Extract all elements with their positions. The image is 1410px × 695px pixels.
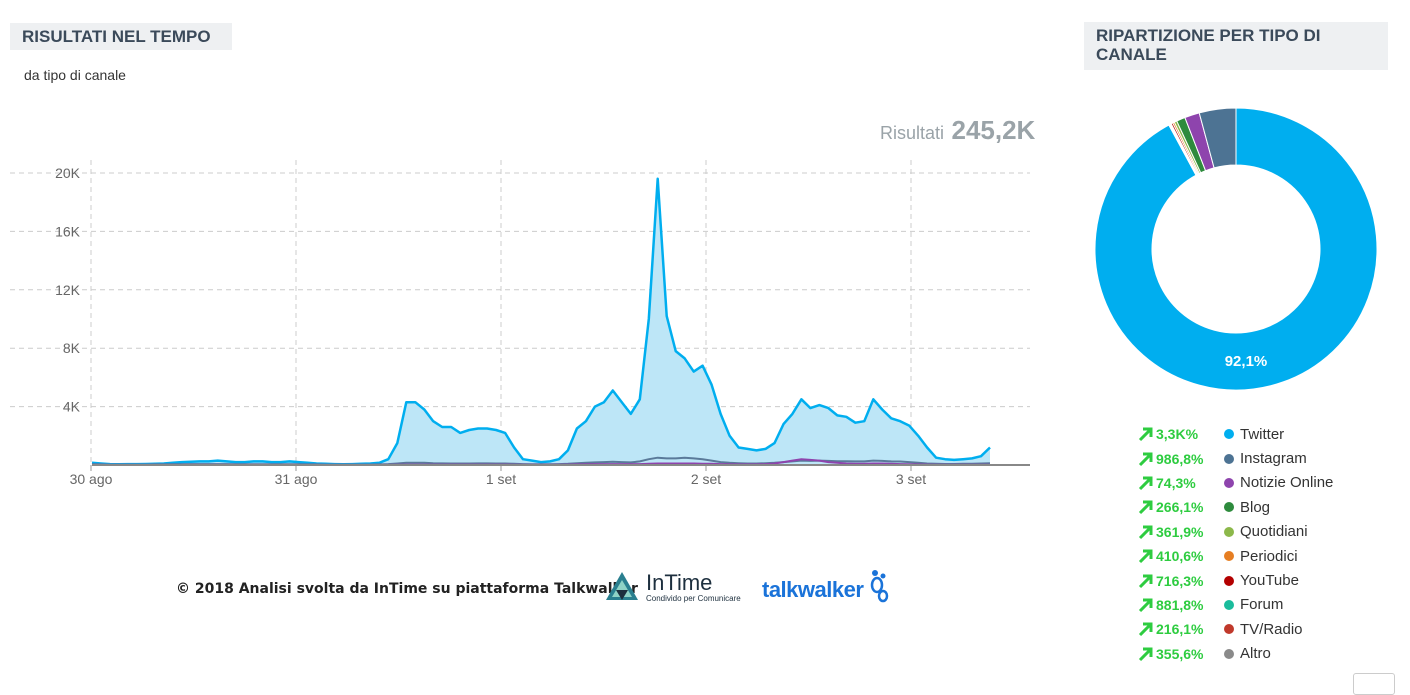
legend-label: Notizie Online xyxy=(1240,474,1334,492)
legend-item[interactable]: 3,3K% Twitter xyxy=(1138,422,1333,446)
up-arrow-icon xyxy=(1138,525,1153,539)
legend-color-dot xyxy=(1224,429,1234,440)
chart-subtitle: da tipo di canale xyxy=(24,67,126,83)
legend-item[interactable]: 266,1% Blog xyxy=(1138,495,1333,519)
total-results-value: 245,2K xyxy=(951,115,1036,145)
legend-color-dot xyxy=(1224,477,1234,488)
legend-item[interactable]: 881,8% Forum xyxy=(1138,593,1333,617)
legend-item[interactable]: 74,3% Notizie Online xyxy=(1138,471,1333,495)
intime-logo-name: InTime xyxy=(646,569,713,595)
legend-change: 355,6% xyxy=(1138,646,1224,662)
legend-change: 881,8% xyxy=(1138,597,1224,613)
legend-color-dot xyxy=(1224,648,1234,659)
x-tick-label: 30 ago xyxy=(70,471,113,487)
donut-slice-label-twitter: 92,1% xyxy=(1225,353,1268,370)
legend-label: Quotidiani xyxy=(1240,523,1308,541)
up-arrow-icon xyxy=(1138,574,1153,588)
legend-item[interactable]: 716,3% YouTube xyxy=(1138,568,1333,592)
legend-change-value: 355,6% xyxy=(1156,645,1204,662)
corner-control[interactable] xyxy=(1353,673,1395,695)
legend-color-dot xyxy=(1224,575,1234,586)
legend-color-dot xyxy=(1224,526,1234,537)
y-tick-label: 16K xyxy=(55,223,81,239)
up-arrow-icon xyxy=(1138,622,1153,637)
up-arrow-icon xyxy=(1138,476,1153,491)
legend-item[interactable]: 355,6% Altro xyxy=(1138,642,1333,666)
up-arrow-icon xyxy=(1138,549,1153,564)
up-arrow-icon xyxy=(1138,452,1153,466)
up-arrow-icon xyxy=(1138,500,1153,515)
legend-label: TV/Radio xyxy=(1240,620,1303,638)
legend-item[interactable]: 410,6% Periodici xyxy=(1138,544,1333,568)
legend-change-value: 74,3% xyxy=(1156,474,1196,491)
intime-logo: InTime Condivido per Comunicare xyxy=(604,570,741,604)
footer-credits: © 2018 Analisi svolta da InTime su piatt… xyxy=(176,581,638,597)
up-arrow-icon xyxy=(1138,647,1153,661)
y-tick-label: 20K xyxy=(55,165,81,181)
intime-logo-tagline: Condivido per Comunicare xyxy=(646,593,741,603)
donut-slice-instagram[interactable] xyxy=(1198,107,1237,169)
legend-label: Blog xyxy=(1240,498,1271,516)
x-tick-label: 31 ago xyxy=(275,471,318,487)
legend-change-value: 266,1% xyxy=(1156,499,1204,516)
series-line-twitter xyxy=(91,177,991,466)
total-results-label: Risultati xyxy=(880,123,945,143)
legend-change-value: 716,3% xyxy=(1156,572,1204,589)
legend-item[interactable]: 361,9% Quotidiani xyxy=(1138,520,1333,544)
x-tick-label: 2 set xyxy=(691,471,721,487)
talkwalker-logo-name: talkwalker xyxy=(762,577,864,602)
x-tick-label: 1 set xyxy=(486,471,516,487)
channel-legend: 3,3K% Twitter 986,8% Instagram 74,3% Notizie … xyxy=(1138,422,1333,666)
legend-change: 716,3% xyxy=(1138,573,1224,589)
x-tick-label: 3 set xyxy=(896,471,926,487)
legend-color-dot xyxy=(1224,551,1234,562)
legend-change-value: 881,8% xyxy=(1156,596,1204,613)
legend-change: 74,3% xyxy=(1138,475,1224,491)
legend-label: Periodici xyxy=(1240,547,1298,565)
talkwalker-logo: talkwalker xyxy=(762,567,893,603)
up-arrow-icon xyxy=(1138,427,1153,442)
legend-label: Forum xyxy=(1240,596,1284,614)
legend-change: 986,8% xyxy=(1138,451,1224,467)
legend-change-value: 361,9% xyxy=(1156,523,1204,540)
chart-title-channel-breakdown: RIPARTIZIONE PER TIPO DI CANALE xyxy=(1084,22,1388,70)
legend-color-dot xyxy=(1224,502,1234,513)
chart-title-results-over-time: RISULTATI NEL TEMPO xyxy=(10,23,232,50)
legend-color-dot xyxy=(1224,624,1234,635)
legend-label: Twitter xyxy=(1240,425,1285,443)
legend-change-value: 3,3K% xyxy=(1156,426,1199,443)
legend-change: 3,3K% xyxy=(1138,426,1224,442)
legend-item[interactable]: 216,1% TV/Radio xyxy=(1138,617,1333,641)
y-tick-label: 8K xyxy=(63,340,81,356)
legend-change: 410,6% xyxy=(1138,548,1224,564)
legend-change-value: 410,6% xyxy=(1156,548,1204,565)
legend-change: 216,1% xyxy=(1138,621,1224,637)
footprint-icon xyxy=(871,570,889,603)
legend-color-dot xyxy=(1224,599,1234,610)
legend-color-dot xyxy=(1224,453,1234,464)
total-results: Risultati 245,2K xyxy=(880,115,1035,146)
donut-slice-twitter[interactable] xyxy=(1094,107,1378,391)
up-arrow-icon xyxy=(1138,598,1153,612)
results-over-time-chart: 4K 8K 12K 16K 20K 30 ago 31 ago 1 set 2 set 3 set xyxy=(10,160,1030,487)
series-area-twitter xyxy=(92,178,990,466)
legend-label: YouTube xyxy=(1240,572,1299,590)
legend-item[interactable]: 986,8% Instagram xyxy=(1138,446,1333,470)
legend-label: Instagram xyxy=(1240,450,1307,468)
legend-change: 361,9% xyxy=(1138,524,1224,540)
y-tick-label: 12K xyxy=(55,282,81,298)
channel-breakdown-donut: 92,1% xyxy=(1094,107,1378,391)
intime-logo-icon xyxy=(606,572,638,600)
legend-label: Altro xyxy=(1240,645,1271,663)
legend-change-value: 986,8% xyxy=(1156,450,1204,467)
y-tick-label: 4K xyxy=(63,399,81,415)
legend-change: 266,1% xyxy=(1138,499,1224,515)
legend-change-value: 216,1% xyxy=(1156,621,1204,638)
